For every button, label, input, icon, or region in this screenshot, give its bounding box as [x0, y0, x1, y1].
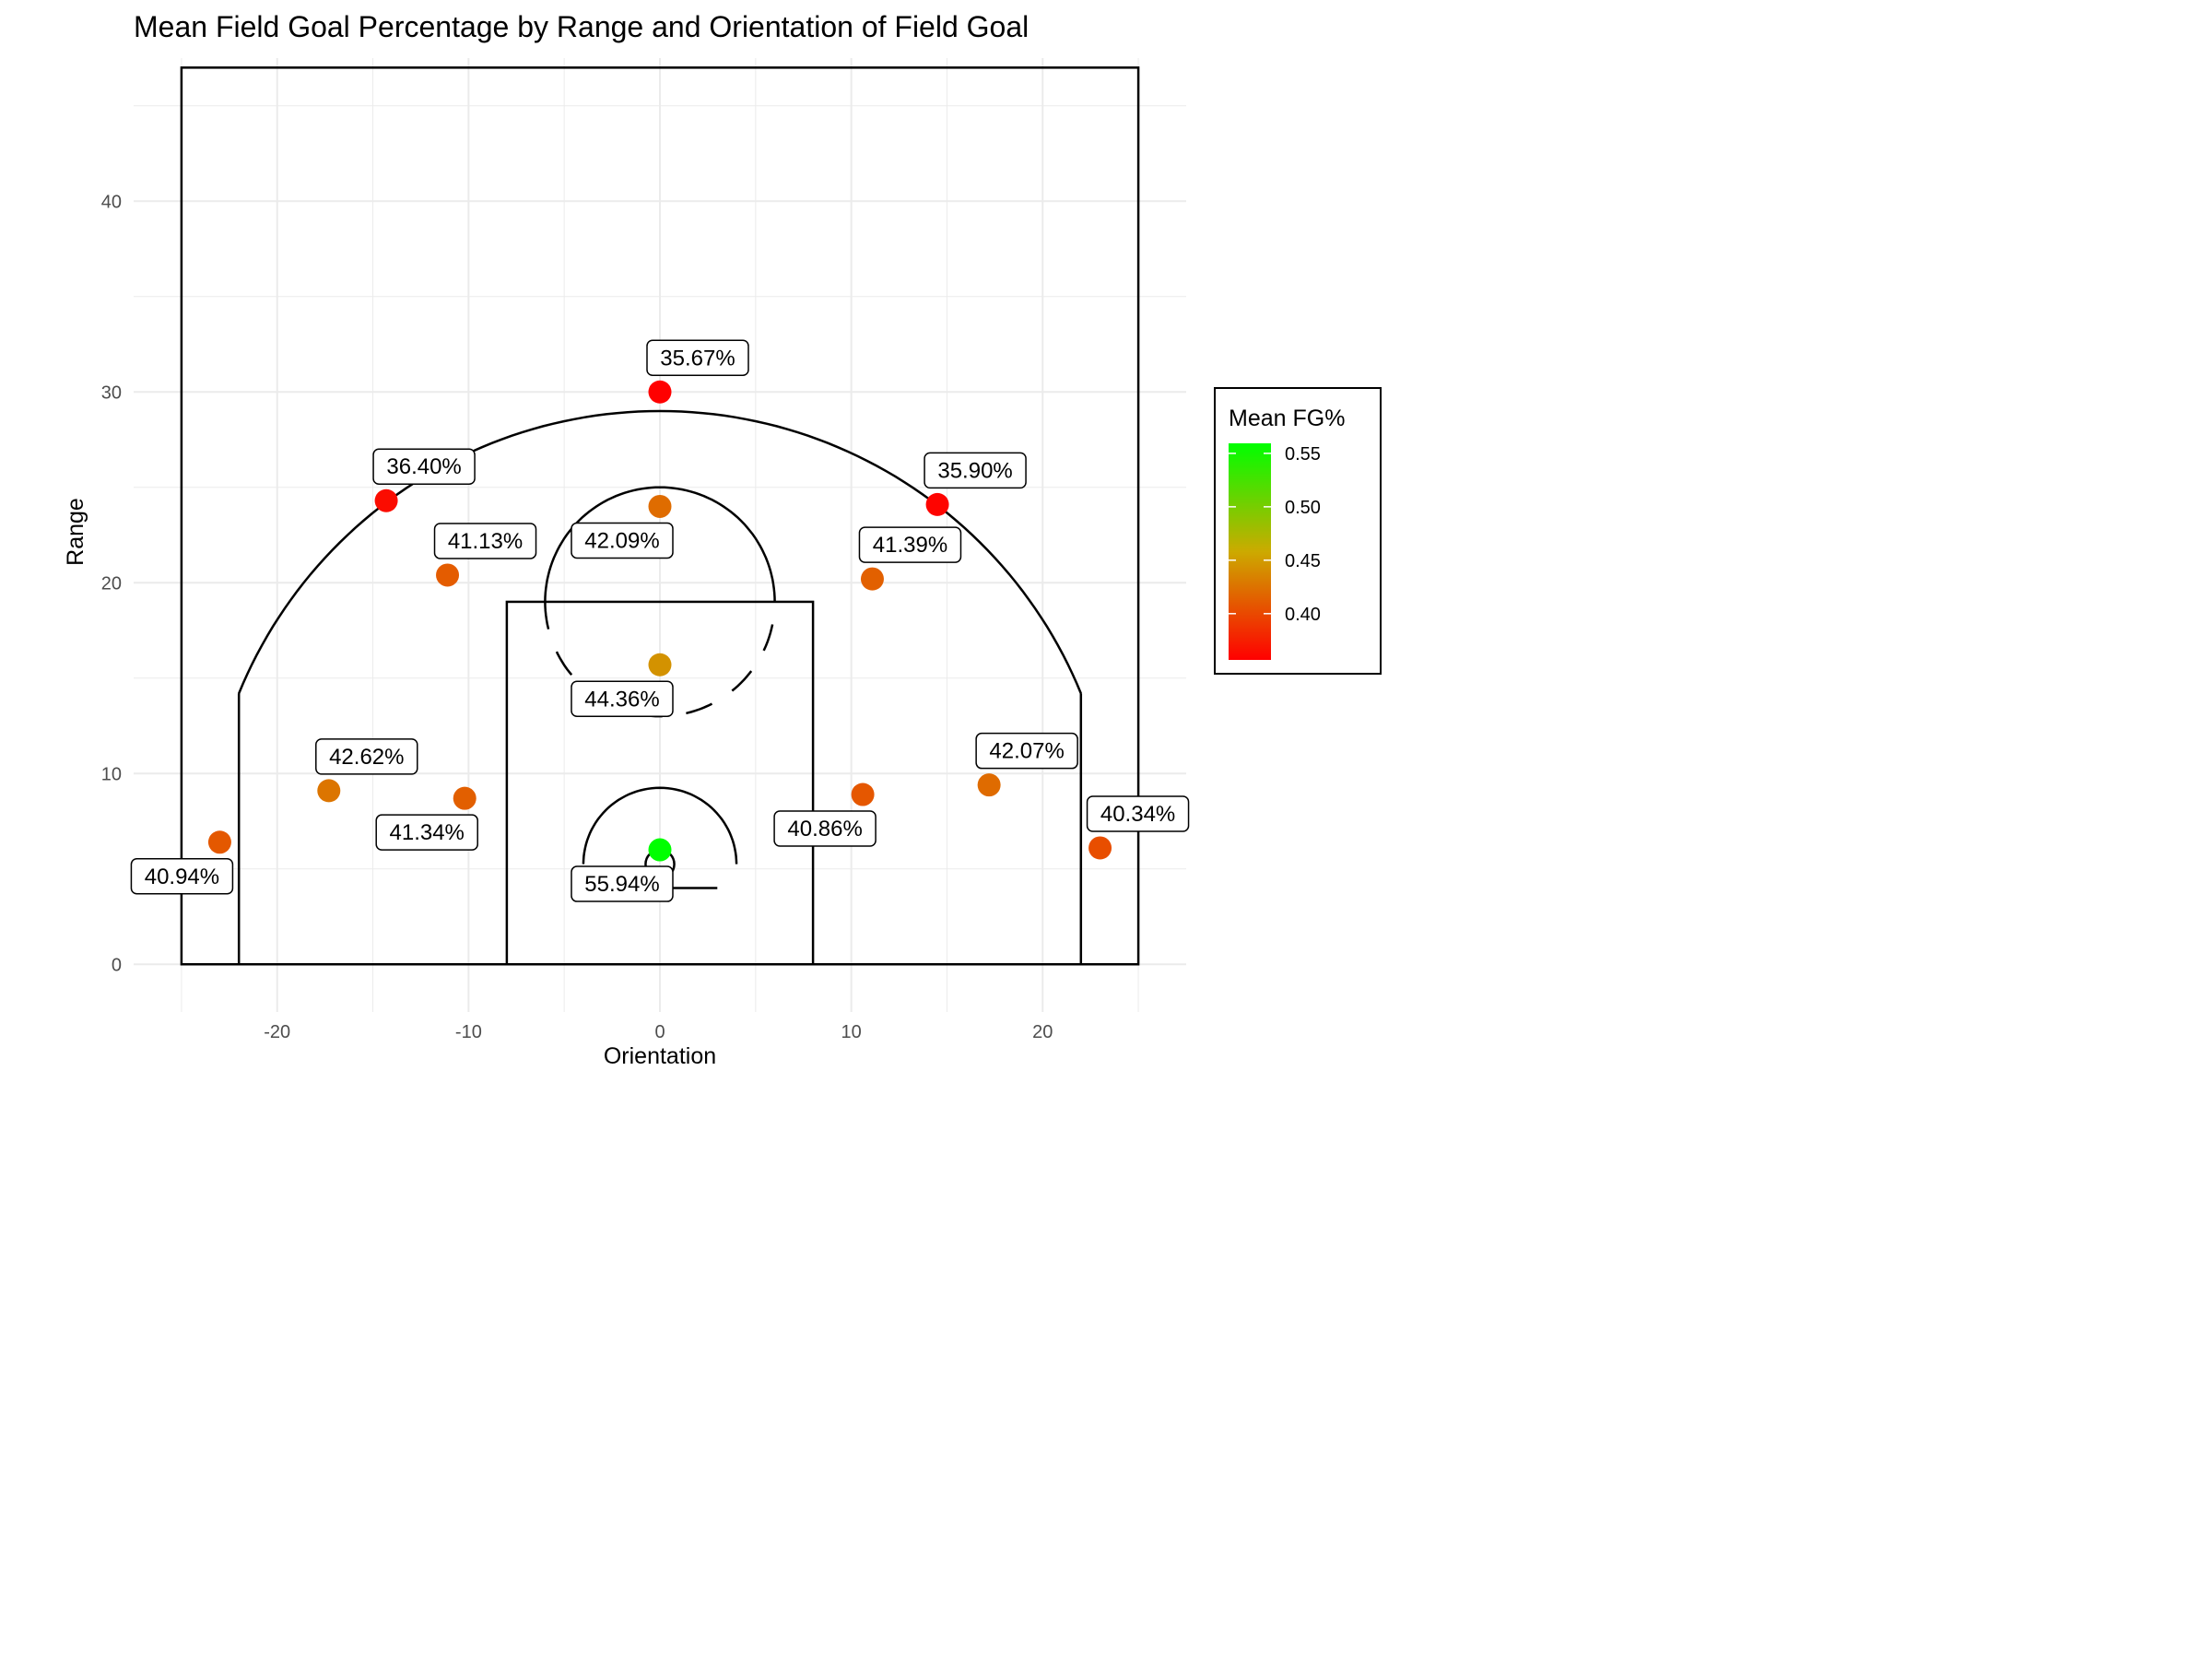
data-point — [925, 492, 949, 516]
x-tick-label: 0 — [654, 1022, 665, 1042]
legend-tick-label: 0.55 — [1285, 444, 1321, 465]
legend-tick-label: 0.45 — [1285, 551, 1321, 571]
data-point — [207, 830, 231, 854]
data-point — [374, 488, 398, 512]
data-label-box — [1086, 795, 1190, 832]
data-label-text: 36.40% — [386, 454, 461, 479]
data-label-text: 40.86% — [787, 817, 862, 841]
data-label-text: 42.62% — [329, 745, 404, 770]
data-label: 35.90% — [924, 452, 1027, 489]
data-label-box — [130, 858, 234, 895]
data-label-text: 40.94% — [145, 865, 219, 889]
legend-colorbar — [1229, 443, 1271, 660]
paint-lane — [505, 600, 815, 966]
data-label-text: 40.34% — [1100, 802, 1175, 827]
data-label: 42.07% — [975, 732, 1078, 770]
y-axis-ticks: 0 10 20 30 40 — [101, 192, 122, 975]
data-point — [317, 779, 341, 803]
data-label-box — [924, 452, 1027, 489]
data-label: 41.39% — [858, 526, 962, 563]
x-tick-label: -10 — [455, 1022, 482, 1042]
x-axis-ticks: -20 -10 0 10 20 — [264, 1022, 1053, 1042]
y-tick-label: 0 — [112, 955, 122, 975]
data-label-text: 41.34% — [390, 820, 465, 845]
data-label: 40.34% — [1086, 795, 1190, 832]
data-label: 42.62% — [315, 738, 418, 775]
data-label-text: 42.07% — [989, 739, 1064, 764]
data-point — [436, 563, 460, 587]
data-point — [648, 494, 672, 518]
data-label-box — [858, 526, 962, 563]
data-label: 40.86% — [773, 810, 877, 847]
data-point — [860, 567, 884, 591]
data-label-text: 41.13% — [448, 529, 523, 554]
data-label-text: 41.39% — [873, 533, 947, 558]
chart: Mean Field Goal Percentage by Range and … — [0, 0, 1445, 1084]
free-throw-circle-top — [544, 486, 776, 603]
y-tick-label: 40 — [101, 192, 122, 212]
data-label-box — [571, 865, 674, 902]
data-point — [648, 653, 672, 677]
data-point — [851, 782, 875, 806]
data-label-text: 42.09% — [584, 528, 659, 553]
data-label: 35.67% — [646, 339, 749, 376]
legend-title: Mean FG% — [1229, 406, 1345, 431]
data-label-box — [571, 680, 674, 718]
legend-tick-label: 0.40 — [1285, 605, 1321, 625]
x-axis-title: Orientation — [604, 1043, 716, 1069]
x-tick-label: 10 — [841, 1022, 862, 1042]
legend: Mean FG% 0.40 0.45 0.50 0.55 — [1214, 387, 1382, 675]
y-axis-title: Range — [63, 498, 88, 566]
data-label-box — [372, 448, 476, 485]
data-label: 42.09% — [571, 522, 674, 559]
data-label-box — [433, 523, 537, 559]
data-point — [453, 786, 477, 810]
data-label: 41.34% — [375, 814, 478, 851]
data-point — [648, 380, 672, 404]
data-label-text: 44.36% — [584, 687, 659, 712]
legend-tick-label: 0.50 — [1285, 498, 1321, 518]
restricted-area-arc — [582, 786, 738, 865]
data-label: 41.13% — [433, 523, 537, 559]
data-label-box — [315, 738, 418, 775]
y-tick-label: 20 — [101, 573, 122, 594]
data-label-box — [975, 732, 1078, 770]
data-label-box — [571, 522, 674, 559]
data-label: 40.94% — [130, 858, 234, 895]
legend-ticks: 0.40 0.45 0.50 0.55 — [1229, 444, 1321, 625]
chart-svg: Mean Field Goal Percentage by Range and … — [63, 10, 1382, 1069]
data-point — [1088, 836, 1112, 860]
x-tick-label: 20 — [1032, 1022, 1053, 1042]
chart-title: Mean Field Goal Percentage by Range and … — [134, 10, 1029, 43]
x-tick-label: -20 — [264, 1022, 290, 1042]
data-points — [207, 380, 1112, 862]
y-tick-label: 10 — [101, 764, 122, 784]
data-label-box — [773, 810, 877, 847]
y-tick-label: 30 — [101, 382, 122, 403]
data-point — [648, 838, 672, 862]
data-labels: 35.67% 36.40% 35.90% 42.09% 41.13% 41.39% 44.3… — [130, 339, 1190, 902]
data-label-text: 55.94% — [584, 872, 659, 897]
data-label-text: 35.90% — [937, 458, 1012, 483]
data-label-box — [375, 814, 478, 851]
data-label-box — [646, 339, 749, 376]
data-label-text: 35.67% — [660, 346, 735, 371]
three-point-line — [237, 409, 1083, 965]
data-label: 36.40% — [372, 448, 476, 485]
data-point — [977, 773, 1001, 797]
data-label: 55.94% — [571, 865, 674, 902]
data-label: 44.36% — [571, 680, 674, 718]
